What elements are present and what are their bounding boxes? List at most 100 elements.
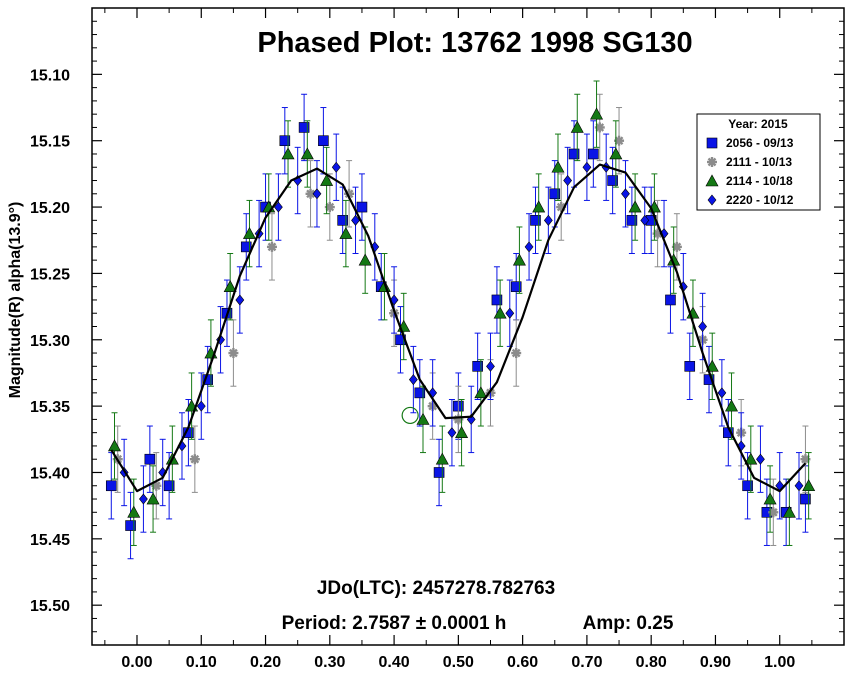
- x-tick-label: 0.40: [379, 654, 410, 671]
- y-axis-ticks: 15.10 15.15 15.20 15.25 15.30 15.35 15.40 15.45…: [30, 20, 844, 646]
- data-point-square: [607, 175, 618, 186]
- chart-title: Phased Plot: 13762 1998 SG130: [257, 27, 692, 59]
- x-tick-label: 0.60: [507, 654, 538, 671]
- data-point-square: [433, 467, 445, 478]
- data-point-diamond: [312, 188, 322, 200]
- x-tick-label: 0.80: [636, 654, 667, 671]
- data-point-asterisk: [228, 348, 239, 359]
- data-point-diamond: [563, 175, 573, 187]
- data-point-diamond: [408, 374, 418, 386]
- data-point-diamond: [351, 214, 360, 226]
- data-point-triangle: [551, 160, 565, 173]
- legend-entry-2114: 2114 - 10/18: [726, 174, 793, 188]
- y-tick-label: 15.30: [30, 333, 70, 350]
- legend-markers: [705, 137, 719, 206]
- x-tick-label: 1.00: [764, 654, 795, 671]
- data-point-triangle: [782, 505, 796, 518]
- data-point-diamond: [543, 214, 553, 226]
- y-tick-label: 15.40: [30, 465, 70, 482]
- data-point-diamond: [621, 188, 630, 200]
- x-tick-label: 0.20: [250, 654, 281, 671]
- data-point-square: [472, 361, 483, 372]
- data-point-square: [125, 520, 136, 531]
- series-2056: [105, 93, 811, 560]
- x-axis-ticks: 0.00 0.10 0.20 0.30 0.40 0.50 0.60 0.70 0.80 0.90…: [104, 8, 813, 671]
- data-point-diamond: [582, 161, 592, 173]
- data-point-triangle: [416, 412, 430, 425]
- data-point-triangle: [358, 253, 372, 266]
- data-point-diamond: [235, 294, 245, 306]
- y-axis-label: Magnitude(R) alpha(13.9°): [7, 202, 24, 399]
- legend: Year: 2015 2056 - 09/13 2111 - 10/13 211…: [696, 113, 821, 211]
- y-tick-label: 15.25: [30, 266, 70, 283]
- data-point-asterisk: [189, 454, 200, 465]
- legend-marker-asterisk: [707, 157, 717, 167]
- data-point-triangle: [744, 452, 758, 465]
- data-point-triangle: [107, 439, 122, 452]
- data-point-asterisk: [594, 122, 605, 133]
- data-point-square: [742, 480, 753, 492]
- y-tick-label: 15.50: [30, 598, 70, 615]
- data-point-diamond: [794, 480, 804, 492]
- data-point-diamond: [331, 161, 341, 173]
- data-point-square: [491, 294, 503, 306]
- x-tick-label: 0.90: [700, 654, 731, 671]
- data-point-triangle: [725, 399, 739, 412]
- data-point-square: [414, 387, 426, 399]
- series-2114: [107, 80, 816, 546]
- legend-entry-2111: 2111 - 10/13: [726, 155, 792, 169]
- data-point-triangle: [590, 107, 604, 120]
- x-tick-label: 0.50: [443, 654, 474, 671]
- data-point-triangle: [146, 492, 160, 505]
- x-tick-label: 0.10: [186, 654, 217, 671]
- data-point-diamond: [640, 214, 650, 226]
- y-tick-label: 15.20: [30, 200, 70, 217]
- data-point-triangle: [705, 359, 719, 372]
- data-point-square: [568, 148, 580, 160]
- data-point-triangle: [223, 280, 237, 292]
- y-tick-label: 15.10: [30, 67, 70, 84]
- data-point-asterisk: [511, 348, 522, 359]
- data-point-diamond: [447, 427, 457, 439]
- data-point-square: [684, 361, 696, 372]
- data-point-triangle: [435, 452, 449, 465]
- data-point-diamond: [717, 387, 727, 399]
- data-point-triangle: [763, 492, 777, 505]
- x-tick-label: 0.00: [121, 654, 152, 671]
- outlier-circle: [401, 406, 419, 425]
- data-point-triangle: [532, 200, 546, 213]
- data-point-square: [549, 188, 561, 200]
- data-point-diamond: [505, 307, 515, 319]
- data-point-triangle: [512, 253, 526, 266]
- data-point-square: [800, 493, 811, 505]
- data-point-triangle: [609, 147, 623, 160]
- data-point-diamond: [196, 400, 206, 412]
- y-tick-label: 15.45: [30, 532, 70, 549]
- data-point-triangle: [300, 147, 314, 160]
- data-point-square: [356, 201, 368, 213]
- data-point-triangle: [320, 173, 334, 186]
- y-tick-label: 15.15: [30, 134, 70, 151]
- data-point-triangle: [339, 226, 353, 239]
- data-point-triangle: [493, 306, 507, 319]
- data-point-triangle: [455, 426, 469, 438]
- data-point-diamond: [274, 201, 283, 213]
- data-points-layer: [105, 80, 816, 560]
- data-point-triangle: [127, 505, 141, 518]
- data-point-square: [240, 241, 252, 253]
- data-point-triangle: [570, 120, 584, 133]
- data-point-square: [665, 294, 676, 306]
- data-point-triangle: [802, 479, 816, 492]
- x-tick-label: 0.30: [314, 654, 345, 671]
- data-point-square: [279, 135, 291, 147]
- data-point-square: [144, 453, 156, 465]
- legend-marker-square: [706, 137, 718, 149]
- data-point-triangle: [281, 147, 295, 160]
- data-point-triangle: [474, 386, 488, 399]
- data-point-square: [510, 281, 522, 292]
- y-tick-label: 15.35: [30, 399, 70, 416]
- data-point-square: [337, 215, 348, 226]
- data-point-square: [105, 480, 117, 492]
